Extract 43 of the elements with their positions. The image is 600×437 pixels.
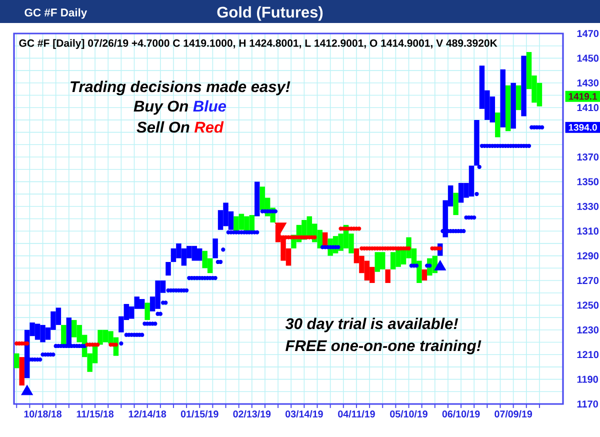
point	[357, 226, 362, 231]
y-tick-label: 1410	[577, 104, 599, 112]
annotation: Buy On	[134, 100, 188, 115]
x-tick-label: 03/14/19	[286, 410, 323, 418]
point	[312, 235, 317, 240]
y-tick-label: 1210	[577, 351, 599, 358]
x-tick-label: 07/09/19	[494, 410, 532, 418]
text: GC #F Daily	[24, 8, 88, 19]
y-tick-label: 1310	[577, 228, 599, 235]
x-tick-label: 11/15/18	[76, 410, 114, 418]
y-tick-label: 1230	[577, 326, 599, 334]
annotation: 30 day trial is available!	[285, 318, 458, 332]
point	[438, 246, 442, 250]
x-tick-label: 05/10/19	[390, 410, 428, 418]
annotation: Sell On	[136, 121, 190, 133]
y-tick-label: 1270	[577, 276, 599, 284]
y-tick-label: 1350	[577, 178, 599, 186]
y-tick-label: 1290	[577, 252, 599, 260]
y-tick-label: 1250	[577, 302, 599, 309]
chart-subtitle: GC #F [Daily] 07/26/19 +4.7000 C 1419.1000, H 1424.8001, L 1412.9001, O 1414.9001, V 489.3920K	[19, 39, 498, 49]
annotation: Trading decisions made easy!	[70, 80, 290, 96]
annotation: Red	[194, 121, 224, 133]
x-tick-label: 02/13/19	[233, 410, 271, 418]
x-tick-label: 12/14/18	[128, 410, 166, 418]
y-tick-label: 1430	[577, 79, 599, 86]
y-tick-label: 1470	[577, 30, 599, 38]
x-tick-label: 04/11/19	[338, 410, 375, 418]
point	[25, 341, 30, 346]
chart-title: Gold (Futures)	[217, 6, 323, 21]
text: 1419.1	[568, 93, 598, 100]
annotation: FREE one-on-one training!	[286, 340, 482, 354]
y-tick-label: 1330	[577, 202, 599, 210]
y-tick-label: 1370	[577, 153, 599, 161]
y-tick-label: 1450	[577, 54, 599, 62]
annotation: Blue	[193, 100, 226, 112]
point	[96, 342, 100, 347]
x-tick-label: 10/18/18	[24, 410, 62, 418]
point	[406, 246, 411, 250]
y-tick-label: 1190	[577, 376, 598, 383]
text: 1394.0	[568, 124, 597, 131]
x-tick-label: 06/10/19	[442, 410, 480, 418]
x-tick-label: 01/15/19	[180, 410, 218, 418]
y-tick-label: 1170	[577, 400, 598, 408]
